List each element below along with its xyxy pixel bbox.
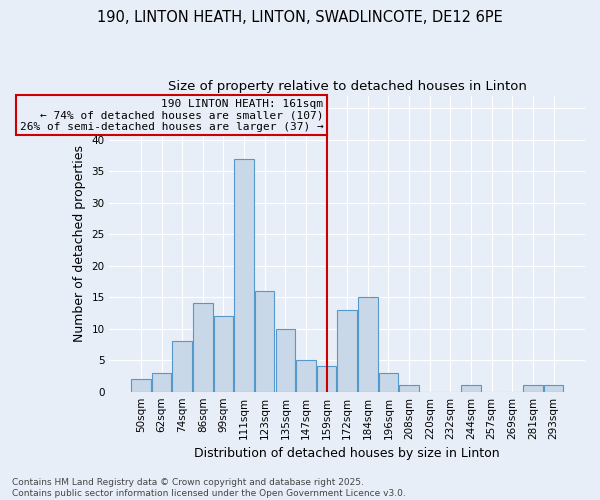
Bar bbox=[400, 386, 419, 392]
Bar bbox=[214, 316, 233, 392]
Bar bbox=[172, 342, 192, 392]
Bar bbox=[337, 310, 357, 392]
Y-axis label: Number of detached properties: Number of detached properties bbox=[73, 145, 86, 342]
Title: Size of property relative to detached houses in Linton: Size of property relative to detached ho… bbox=[168, 80, 527, 93]
Bar bbox=[255, 291, 274, 392]
Bar bbox=[358, 297, 377, 392]
Bar bbox=[152, 373, 172, 392]
Bar bbox=[461, 386, 481, 392]
X-axis label: Distribution of detached houses by size in Linton: Distribution of detached houses by size … bbox=[194, 447, 500, 460]
Bar bbox=[234, 158, 254, 392]
Text: Contains HM Land Registry data © Crown copyright and database right 2025.
Contai: Contains HM Land Registry data © Crown c… bbox=[12, 478, 406, 498]
Text: 190, LINTON HEATH, LINTON, SWADLINCOTE, DE12 6PE: 190, LINTON HEATH, LINTON, SWADLINCOTE, … bbox=[97, 10, 503, 25]
Bar bbox=[317, 366, 337, 392]
Bar bbox=[523, 386, 543, 392]
Bar bbox=[193, 304, 212, 392]
Bar bbox=[544, 386, 563, 392]
Bar bbox=[131, 379, 151, 392]
Bar bbox=[379, 373, 398, 392]
Text: 190 LINTON HEATH: 161sqm
← 74% of detached houses are smaller (107)
26% of semi-: 190 LINTON HEATH: 161sqm ← 74% of detach… bbox=[20, 98, 323, 132]
Bar bbox=[275, 328, 295, 392]
Bar bbox=[296, 360, 316, 392]
